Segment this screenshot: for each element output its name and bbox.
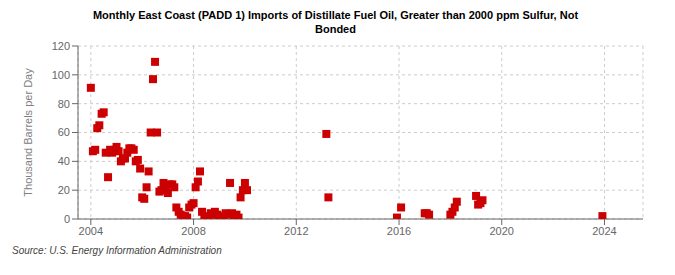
- svg-text:2016: 2016: [387, 225, 411, 237]
- svg-text:120: 120: [52, 40, 70, 52]
- svg-text:Thousand Barrels per Day: Thousand Barrels per Day: [22, 68, 34, 197]
- svg-text:2012: 2012: [284, 225, 308, 237]
- svg-text:2004: 2004: [79, 225, 103, 237]
- svg-text:80: 80: [58, 98, 70, 110]
- html-text:Monthly East Coast (PADD 1) Im: Monthly East Coast (PADD 1) Imports of D…: [93, 9, 578, 21]
- svg-text:2020: 2020: [490, 225, 514, 237]
- svg-text:20: 20: [58, 184, 70, 196]
- svg-text:40: 40: [58, 155, 70, 167]
- svg-text:2024: 2024: [592, 225, 616, 237]
- svg-text:60: 60: [58, 126, 70, 138]
- svg-text:2008: 2008: [181, 225, 205, 237]
- html-text:Source: U.S. Energy Informatio: Source: U.S. Energy Information Administ…: [12, 245, 222, 256]
- svg-text:0: 0: [64, 213, 70, 225]
- svg-text:100: 100: [52, 69, 70, 81]
- html-text:Bonded: Bonded: [315, 23, 356, 35]
